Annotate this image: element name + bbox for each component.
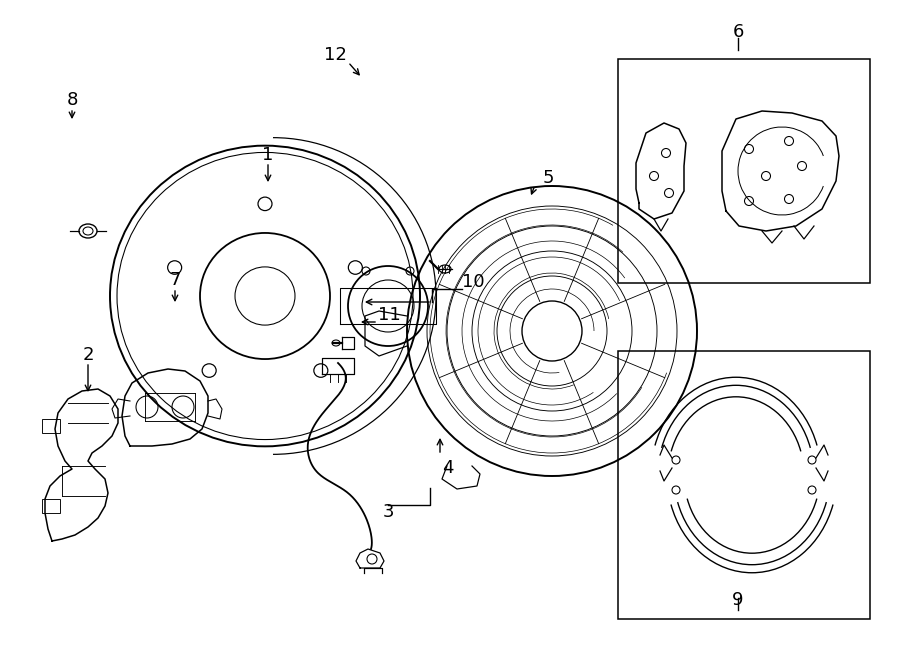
Text: 12: 12 [324,46,346,64]
Bar [42,499,60,513]
Text: 7: 7 [169,271,181,289]
Text: 9: 9 [733,591,743,609]
Bar [618,59,870,283]
Text: 10: 10 [462,273,484,291]
Bar [42,419,60,433]
Text: 3: 3 [382,503,394,521]
Text: 11: 11 [378,306,400,324]
Text: 1: 1 [262,146,274,164]
Text: 6: 6 [733,23,743,41]
Text: 4: 4 [442,459,454,477]
Text: 5: 5 [542,169,554,187]
Text: 2: 2 [82,346,94,364]
Text: 8: 8 [67,91,77,109]
Bar [618,351,870,619]
